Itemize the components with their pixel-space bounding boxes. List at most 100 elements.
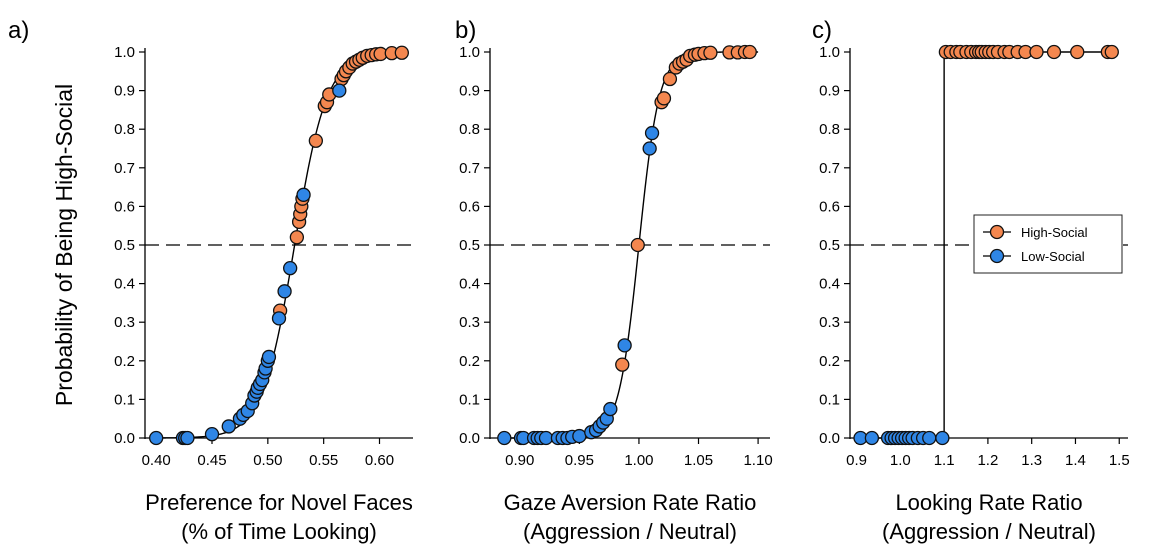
y-tick-label: 0.4: [819, 276, 840, 293]
x-tick-label: 1.05: [684, 452, 713, 469]
y-tick-label: 0.8: [459, 121, 480, 138]
data-point-high-social: [1029, 44, 1044, 60]
x-tick-label: 1.3: [1021, 452, 1042, 469]
data-point-high-social: [289, 230, 305, 245]
legend-label: Low-Social: [1021, 249, 1085, 264]
y-tick-label: 0.5: [459, 237, 480, 254]
data-point-low-social: [149, 430, 164, 446]
series-low-social: [853, 430, 950, 446]
panel-c: c) 0.0 0.1 0.2 0.3 0.4 0.5 0.6 0.7 0.8 0.9 1.0 0.9 1.…: [812, 17, 1130, 544]
y-tick-label: 0.3: [459, 314, 480, 331]
data-point-low-social: [221, 419, 236, 434]
data-point-low-social: [332, 83, 347, 98]
data-point-high-social: [630, 237, 645, 253]
x-axis-label: (% of Time Looking): [181, 519, 377, 544]
data-point-low-social: [642, 141, 657, 156]
y-tick-label: 1.0: [114, 44, 135, 61]
legend-marker: [989, 248, 1005, 264]
data-point-low-social: [617, 338, 632, 353]
x-tick-label: 1.4: [1065, 452, 1086, 469]
y-tick-label: 0.1: [114, 391, 135, 408]
y-tick-label: 0.6: [459, 198, 480, 215]
y-tick-label: 1.0: [459, 44, 480, 61]
x-axis-label: Preference for Novel Faces: [145, 490, 413, 515]
y-tick-label: 0.2: [819, 353, 840, 370]
x-tick-label: 0.40: [142, 452, 171, 469]
x-tick-label: 0.50: [253, 452, 282, 469]
y-tick-label: 0.1: [819, 391, 840, 408]
y-tick-label: 0.5: [114, 237, 135, 254]
x-tick-label: 0.90: [505, 452, 534, 469]
series-high-social: [615, 44, 757, 372]
x-axis-label: Gaze Aversion Rate Ratio: [504, 490, 757, 515]
y-axis-label: Probability of Being High-Social: [51, 84, 77, 406]
data-point-low-social: [283, 261, 298, 276]
x-tick-label: 1.10: [743, 452, 772, 469]
data-point-low-social: [935, 430, 950, 446]
y-tick-label: 0.4: [114, 276, 135, 293]
x-tick-label: 1.2: [977, 452, 998, 469]
data-point-high-social: [656, 91, 672, 106]
y-tick-label: 0.7: [459, 160, 480, 177]
series-high-social: [938, 44, 1119, 60]
y-tick-label: 0.9: [459, 83, 480, 100]
data-point-high-social: [394, 45, 409, 60]
y-tick-label: 0.0: [114, 430, 135, 447]
panel-b: b) 0.0 0.1 0.2 0.3 0.4 0.5 0.6 0.7 0.8 0.9 1.0 0.90 0…: [455, 17, 773, 544]
x-axis-label: Looking Rate Ratio: [895, 490, 1082, 515]
data-point-low-social: [538, 430, 554, 446]
data-point-low-social: [864, 430, 880, 446]
x-tick-label: 1.5: [1109, 452, 1130, 469]
data-point-low-social: [296, 187, 311, 202]
panel-label: c): [812, 17, 832, 44]
data-point-high-social: [1104, 44, 1119, 60]
x-axis-label: (Aggression / Neutral): [523, 519, 737, 544]
x-tick-label: 0.95: [565, 452, 594, 469]
legend-label: High-Social: [1021, 225, 1088, 240]
panel-label: a): [8, 17, 29, 44]
y-tick-label: 0.6: [114, 198, 135, 215]
data-point-low-social: [497, 430, 512, 446]
y-tick-label: 0.9: [819, 83, 840, 100]
y-tick-label: 0.9: [114, 83, 135, 100]
series-low-social: [149, 83, 347, 446]
x-axis-label: (Aggression / Neutral): [882, 519, 1096, 544]
data-point-high-social: [662, 71, 678, 87]
y-tick-label: 0.3: [114, 314, 135, 331]
data-point-low-social: [922, 430, 937, 446]
data-point-high-social: [742, 44, 757, 60]
panel-a: a) 0.0 0.1 0.2 0.3 0.4 0.5 0.6 0.7 0.8 0.9 1.0 0.40 0…: [8, 17, 413, 544]
y-tick-label: 0.2: [114, 353, 135, 370]
series-low-social: [497, 125, 660, 446]
y-tick-label: 0.0: [459, 430, 480, 447]
data-point-low-social: [644, 125, 660, 141]
data-point-high-social: [1070, 44, 1085, 60]
data-point-high-social: [1046, 44, 1062, 60]
y-tick-label: 0.2: [459, 353, 480, 370]
data-point-high-social: [308, 133, 324, 148]
data-point-low-social: [261, 349, 277, 365]
legend: High-Social Low-Social: [973, 214, 1123, 274]
x-tick-label: 1.0: [890, 452, 911, 469]
x-tick-label: 1.1: [934, 452, 955, 469]
legend-marker: [989, 224, 1005, 240]
data-point-low-social: [180, 430, 195, 446]
data-point-high-social: [615, 357, 630, 372]
y-tick-label: 1.0: [819, 44, 840, 61]
y-tick-label: 0.1: [459, 391, 480, 408]
y-tick-label: 0.7: [114, 160, 135, 177]
x-tick-label: 1.00: [624, 452, 653, 469]
x-tick-label: 0.60: [365, 452, 394, 469]
y-tick-label: 0.7: [819, 160, 840, 177]
data-point-high-social: [703, 45, 718, 60]
y-tick-label: 0.3: [819, 314, 840, 331]
data-point-low-social: [204, 426, 220, 442]
y-tick-label: 0.0: [819, 430, 840, 447]
x-tick-label: 0.55: [309, 452, 338, 469]
x-tick-label: 0.45: [197, 452, 226, 469]
y-tick-label: 0.8: [114, 121, 135, 138]
data-point-low-social: [572, 428, 587, 444]
data-point-low-social: [603, 401, 618, 417]
data-point-low-social: [277, 284, 292, 299]
